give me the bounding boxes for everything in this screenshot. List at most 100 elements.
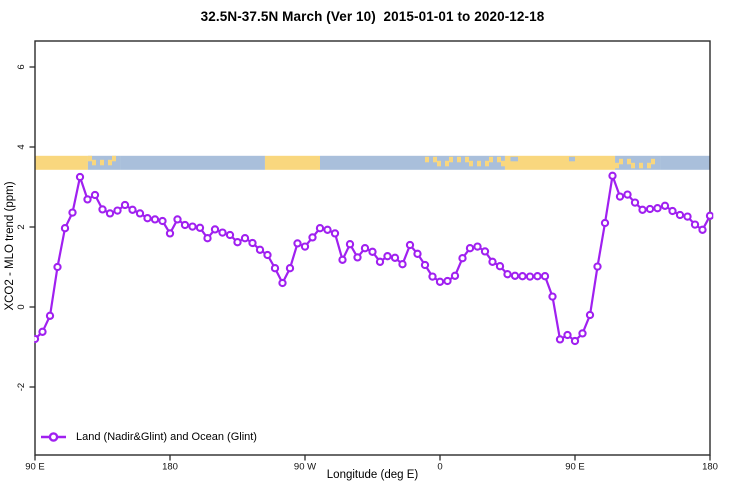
y-tick-label: -2 <box>16 383 27 391</box>
data-point-marker <box>345 240 355 249</box>
data-point-marker <box>563 330 572 340</box>
strip-land-patch <box>88 155 92 162</box>
data-point-marker <box>68 208 77 217</box>
data-point-marker <box>420 260 430 270</box>
strip-land-patch <box>457 156 461 163</box>
data-point-marker <box>375 257 385 266</box>
strip-land-patch <box>501 160 505 167</box>
y-tick-label: 0 <box>16 304 27 309</box>
strip-land-patch <box>631 162 635 169</box>
data-point-marker <box>510 271 520 280</box>
data-point-marker <box>608 171 617 180</box>
data-point-marker <box>240 234 250 243</box>
y-axis-label: XCO2 - MLO trend (ppm) <box>4 181 16 311</box>
strip-land-patch <box>651 158 655 165</box>
x-tick-label: 180 <box>702 462 718 473</box>
data-point-marker <box>278 278 287 288</box>
data-point-marker <box>495 262 505 271</box>
data-point-marker <box>593 262 602 271</box>
strip-land-patch <box>647 162 651 169</box>
data-point-marker <box>45 311 55 320</box>
data-point-marker <box>263 250 272 260</box>
data-point-marker <box>518 272 527 281</box>
data-point-marker <box>38 327 47 336</box>
data-point-marker <box>555 335 565 344</box>
data-point-marker <box>135 209 145 218</box>
data-point-marker <box>180 220 190 230</box>
strip-land-patch <box>639 162 643 169</box>
x-axis-label: Longitude (deg E) <box>326 469 419 481</box>
data-point-marker <box>503 270 512 279</box>
data-point-marker <box>435 277 445 286</box>
strip-land-patch <box>627 158 631 165</box>
strip-land-patch <box>615 162 619 169</box>
y-tick-label: 6 <box>16 64 27 69</box>
strip-land-patch <box>485 160 489 167</box>
data-point-marker <box>405 240 415 250</box>
data-point-marker <box>585 310 595 320</box>
data-point-marker <box>360 244 370 253</box>
data-point-marker <box>660 201 670 210</box>
data-point-marker <box>60 224 70 233</box>
data-point-marker <box>668 206 677 216</box>
data-point-marker <box>615 192 625 201</box>
data-point-marker <box>315 224 325 233</box>
data-point-marker <box>368 247 377 256</box>
data-point-marker <box>683 212 692 221</box>
data-point-marker <box>428 272 437 281</box>
strip-land-patch <box>100 159 104 166</box>
data-point-marker <box>698 225 707 234</box>
data-point-marker <box>113 206 122 215</box>
strip-land-patch <box>477 160 481 167</box>
data-point-marker <box>638 205 647 214</box>
data-point-marker <box>143 214 152 223</box>
strip-land-patch <box>469 160 473 167</box>
data-point-marker <box>443 276 452 286</box>
strip-land-patch <box>489 156 493 163</box>
data-point-marker <box>83 195 92 204</box>
data-point-marker <box>645 204 655 214</box>
data-point-marker <box>188 222 197 231</box>
legend-label: Land (Nadir&Glint) and Ocean (Glint) <box>76 431 257 443</box>
data-point-marker <box>248 238 257 248</box>
data-point-marker <box>600 218 610 228</box>
strip-segment-ocean <box>320 155 425 170</box>
strip-land-patch <box>445 160 449 167</box>
data-point-marker <box>450 271 460 280</box>
data-point-marker <box>338 255 347 264</box>
data-point-marker <box>75 172 85 182</box>
strip-segment-ocean <box>120 155 265 170</box>
x-tick-label: 0 <box>437 462 442 473</box>
strip-land-patch <box>465 156 469 163</box>
data-point-marker <box>34 334 40 344</box>
data-point-marker <box>128 205 137 214</box>
data-series-line <box>34 174 712 343</box>
data-point-marker <box>165 229 175 238</box>
strip-land-patch <box>425 156 429 163</box>
data-point-marker <box>480 247 490 256</box>
data-point-marker <box>323 225 332 234</box>
data-series-group <box>34 171 714 346</box>
data-point-marker <box>233 238 242 247</box>
data-point-marker <box>195 223 205 232</box>
data-point-marker <box>225 230 235 240</box>
data-point-marker <box>255 245 265 254</box>
chart-title: 32.5N-37.5N March (Ver 10) 2015-01-01 to… <box>200 9 545 24</box>
legend-marker-icon <box>48 432 59 442</box>
data-point-marker <box>173 215 182 224</box>
data-point-marker <box>570 336 580 346</box>
data-point-marker <box>150 215 160 224</box>
data-point-marker <box>398 260 407 269</box>
data-point-marker <box>53 262 62 272</box>
data-point-marker <box>690 220 700 229</box>
data-point-marker <box>548 292 557 301</box>
strip-land-patch <box>497 156 501 163</box>
data-point-marker <box>218 228 227 237</box>
data-point-marker <box>270 264 280 273</box>
data-point-marker <box>203 234 212 243</box>
data-point-marker <box>675 210 685 220</box>
data-point-marker <box>120 200 130 210</box>
data-point-marker <box>293 239 302 248</box>
strip-land-patch <box>92 159 96 166</box>
